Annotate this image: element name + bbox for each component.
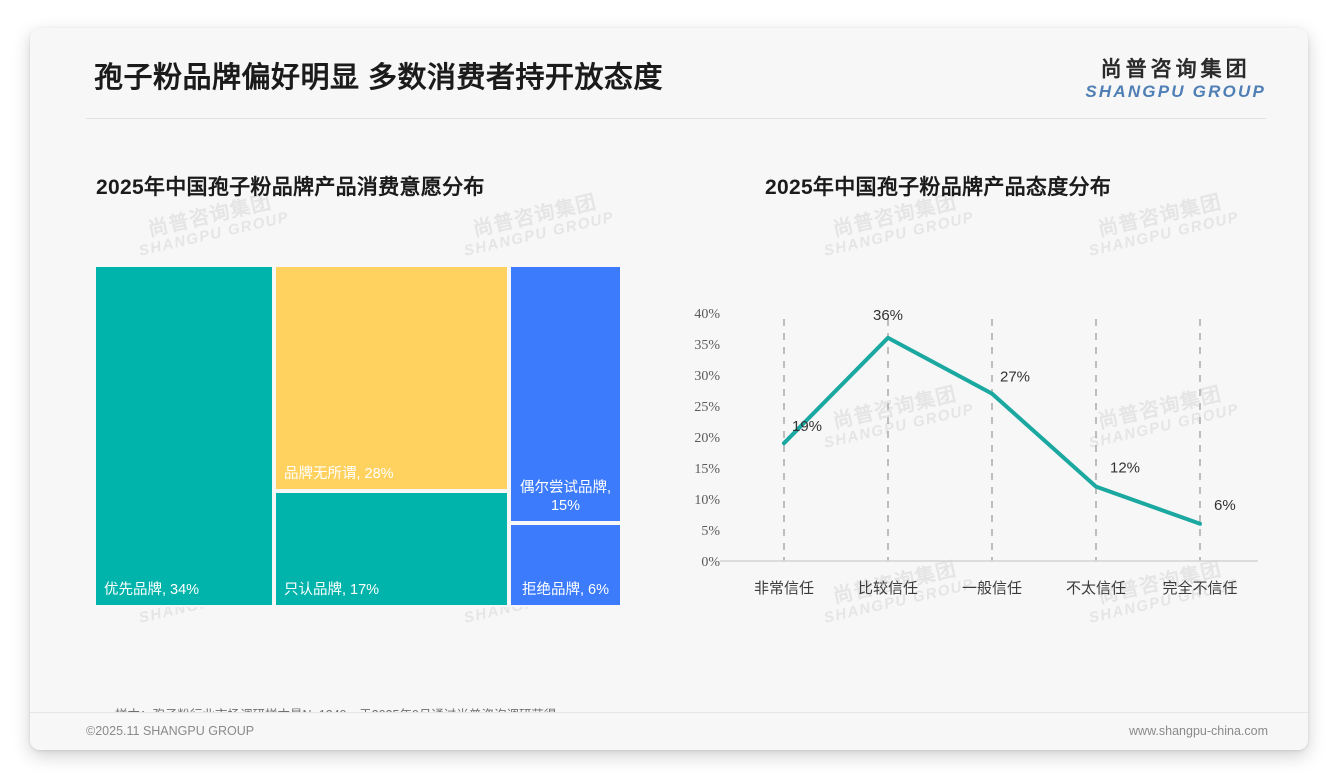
treemap-cell-label: 偶尔尝试品牌, 15% xyxy=(519,479,612,514)
line-chart: 0% 5% 10% 15% 20% 25% 30% 35% 40% 19% 36% 27% 12% 6% 非… xyxy=(670,283,1270,623)
treemap-cell-ouer-changshi-pinpai[interactable]: 偶尔尝试品牌, 15% xyxy=(509,265,622,523)
treemap-cell-label: 只认品牌, 17% xyxy=(284,581,380,598)
x-axis-category-label: 不太信任 xyxy=(1066,580,1126,597)
x-axis-category-label: 完全不信任 xyxy=(1162,579,1237,597)
line-chart-svg: 0% 5% 10% 15% 20% 25% 30% 35% 40% 19% 36% 27% 12% 6% 非… xyxy=(694,307,1258,597)
y-axis-tick-label: 10% xyxy=(694,493,720,508)
footer-website[interactable]: www.shangpu-china.com xyxy=(1129,724,1268,738)
data-point-label: 12% xyxy=(1110,460,1140,477)
y-axis-tick-label: 5% xyxy=(701,524,720,539)
x-axis-category-label: 一般信任 xyxy=(962,580,1022,597)
brand-logo-cn: 尚普咨询集团 xyxy=(1100,58,1251,81)
treemap-cell-label: 品牌无所谓, 28% xyxy=(284,465,394,482)
brand-logo-en: SHANGPU GROUP xyxy=(1085,81,1266,101)
data-point-label: 19% xyxy=(792,418,822,435)
slide-header: 孢子粉品牌偏好明显 多数消费者持开放态度 尚普咨询集团 SHANGPU GROU… xyxy=(30,28,1308,118)
x-axis-category-label: 比较信任 xyxy=(858,579,918,597)
line-series-path xyxy=(782,335,1202,526)
y-axis-tick-label: 35% xyxy=(694,338,720,353)
page-title: 孢子粉品牌偏好明显 多数消费者持开放态度 xyxy=(94,62,664,94)
data-point-label: 27% xyxy=(1000,369,1030,386)
treemap-cell-label: 优先品牌, 34% xyxy=(104,581,200,598)
x-axis-category-label: 非常信任 xyxy=(754,580,814,597)
y-axis-tick-label: 20% xyxy=(694,431,720,446)
slide-card: 尚普咨询集团 SHANGPU GROUP 尚普咨询集团 SHANGPU GROUP 尚普… xyxy=(30,28,1308,750)
data-point-label: 6% xyxy=(1214,497,1236,514)
header-divider xyxy=(86,118,1266,119)
slide-footer: ©2025.11 SHANGPU GROUP www.shangpu-china… xyxy=(30,712,1308,750)
y-axis-tick-label: 15% xyxy=(694,462,720,477)
line-chart-title: 2025年中国孢子粉品牌产品态度分布 xyxy=(765,176,1112,199)
treemap-cell-pinpai-wusuowei[interactable]: 品牌无所谓, 28% xyxy=(274,265,509,491)
treemap-chart-title: 2025年中国孢子粉品牌产品消费意愿分布 xyxy=(96,176,485,199)
data-point-label: 36% xyxy=(873,307,903,324)
brand-logo: 尚普咨询集团 SHANGPU GROUP xyxy=(1085,58,1266,101)
y-axis-tick-label: 40% xyxy=(694,307,720,322)
treemap-cell-youxian-pinpai[interactable]: 优先品牌, 34% xyxy=(94,265,274,607)
footer-copyright: ©2025.11 SHANGPU GROUP xyxy=(86,724,255,738)
treemap-cell-jujue-pinpai[interactable]: 拒绝品牌, 6% xyxy=(509,523,622,607)
y-axis-tick-label: 25% xyxy=(694,400,720,415)
y-axis-tick-label: 0% xyxy=(701,555,720,570)
y-axis-tick-label: 30% xyxy=(694,369,720,384)
treemap-chart: 优先品牌, 34% 品牌无所谓, 28% 只认品牌, 17% 偶尔尝试品牌, 1… xyxy=(94,265,642,607)
treemap-cell-label: 拒绝品牌, 6% xyxy=(521,581,609,598)
treemap-cell-zhiren-pinpai[interactable]: 只认品牌, 17% xyxy=(274,491,509,607)
